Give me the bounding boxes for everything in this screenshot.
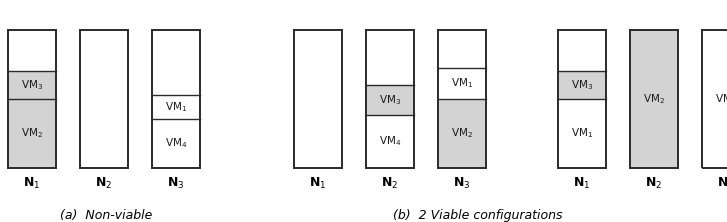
Text: $\mathbf{N}_{1}$: $\mathbf{N}_{1}$ xyxy=(23,176,41,191)
Text: $\mathbf{N}_{3}$: $\mathbf{N}_{3}$ xyxy=(167,176,185,191)
Text: $\mathrm{VM}_{3}$: $\mathrm{VM}_{3}$ xyxy=(379,93,401,107)
Bar xyxy=(558,30,606,168)
Bar xyxy=(702,30,727,168)
Text: $\mathbf{N}_{2}$: $\mathbf{N}_{2}$ xyxy=(95,176,113,191)
Bar xyxy=(8,99,56,168)
Bar xyxy=(152,119,200,168)
Text: $\mathrm{VM}_{2}$: $\mathrm{VM}_{2}$ xyxy=(643,92,665,106)
Bar xyxy=(366,30,414,168)
Bar xyxy=(152,30,200,95)
Bar xyxy=(152,30,200,168)
Bar xyxy=(80,30,128,168)
Bar xyxy=(366,30,414,168)
Text: $\mathbf{N}_{3}$: $\mathbf{N}_{3}$ xyxy=(453,176,470,191)
Bar xyxy=(438,30,486,168)
Bar xyxy=(294,30,342,168)
Text: (b)  2 Viable configurations: (b) 2 Viable configurations xyxy=(393,209,563,222)
Text: $\mathbf{N}_{3}$: $\mathbf{N}_{3}$ xyxy=(718,176,727,191)
Text: $\mathrm{VM}_{3}$: $\mathrm{VM}_{3}$ xyxy=(571,78,593,92)
Bar xyxy=(366,85,414,115)
Text: $\mathrm{VM}_{4}$: $\mathrm{VM}_{4}$ xyxy=(715,92,727,106)
Bar xyxy=(8,30,56,168)
Text: $\mathrm{VM}_{4}$: $\mathrm{VM}_{4}$ xyxy=(165,137,187,151)
Bar xyxy=(630,30,678,168)
Bar xyxy=(294,30,342,168)
Bar xyxy=(558,99,606,168)
Bar xyxy=(366,30,414,85)
Bar xyxy=(8,71,56,99)
Text: $\mathbf{N}_{2}$: $\mathbf{N}_{2}$ xyxy=(382,176,398,191)
Bar xyxy=(630,30,678,168)
Bar xyxy=(438,30,486,68)
Bar xyxy=(558,71,606,99)
Text: (a)  Non-viable: (a) Non-viable xyxy=(60,209,152,222)
Bar xyxy=(702,30,727,168)
Bar xyxy=(152,95,200,119)
Text: $\mathrm{VM}_{1}$: $\mathrm{VM}_{1}$ xyxy=(165,100,187,114)
Text: $\mathrm{VM}_{2}$: $\mathrm{VM}_{2}$ xyxy=(451,126,473,140)
Bar xyxy=(702,30,727,168)
Text: $\mathrm{VM}_{3}$: $\mathrm{VM}_{3}$ xyxy=(21,78,43,92)
Bar xyxy=(294,30,342,168)
Bar xyxy=(438,68,486,99)
Bar xyxy=(558,30,606,71)
Text: $\mathbf{N}_{2}$: $\mathbf{N}_{2}$ xyxy=(646,176,662,191)
Text: $\mathrm{VM}_{1}$: $\mathrm{VM}_{1}$ xyxy=(571,126,593,140)
Bar xyxy=(438,99,486,168)
Bar xyxy=(366,115,414,168)
Bar xyxy=(8,30,56,71)
Text: $\mathbf{N}_{1}$: $\mathbf{N}_{1}$ xyxy=(574,176,590,191)
Text: $\mathbf{N}_{1}$: $\mathbf{N}_{1}$ xyxy=(310,176,326,191)
Bar xyxy=(630,30,678,168)
Text: $\mathrm{VM}_{1}$: $\mathrm{VM}_{1}$ xyxy=(451,77,473,90)
Bar xyxy=(558,30,606,168)
Text: $\mathrm{VM}_{4}$: $\mathrm{VM}_{4}$ xyxy=(379,135,401,148)
Bar xyxy=(80,30,128,168)
Bar xyxy=(8,30,56,168)
Bar xyxy=(152,30,200,168)
Bar xyxy=(80,30,128,168)
Text: $\mathrm{VM}_{2}$: $\mathrm{VM}_{2}$ xyxy=(21,126,43,140)
Bar xyxy=(438,30,486,168)
